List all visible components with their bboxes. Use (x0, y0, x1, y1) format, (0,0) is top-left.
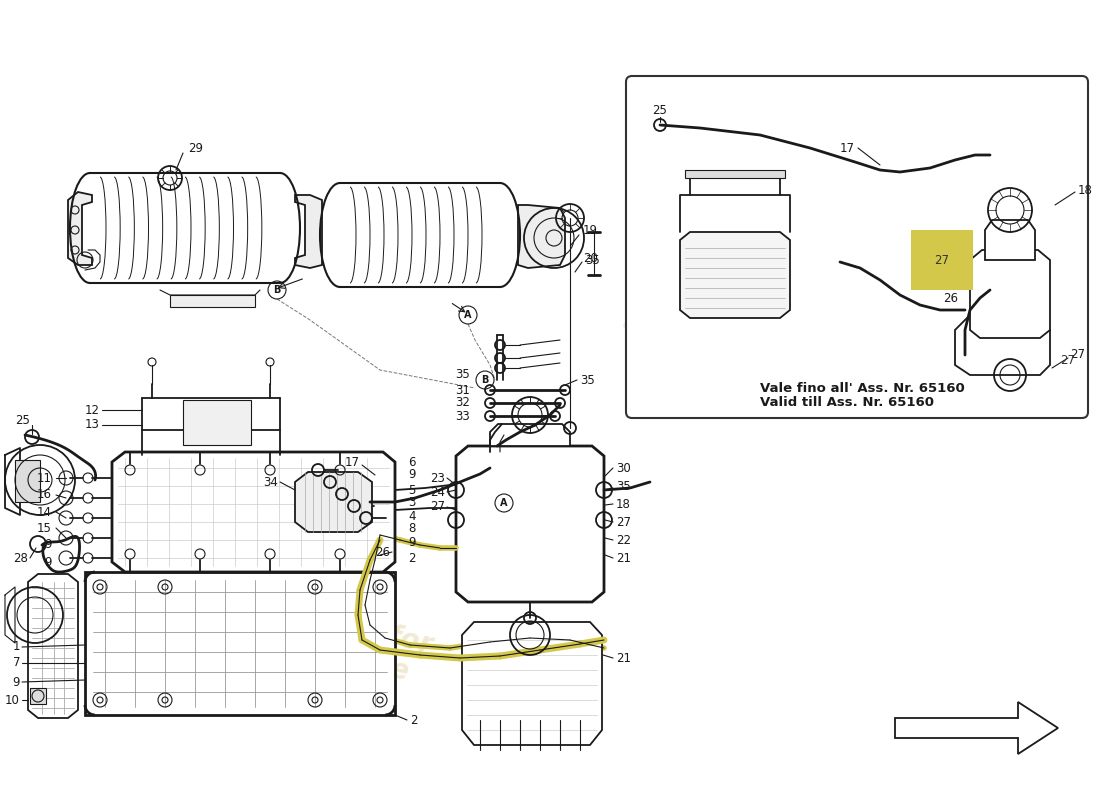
Text: 34: 34 (263, 475, 278, 489)
FancyBboxPatch shape (626, 76, 1088, 418)
Text: 35: 35 (616, 479, 630, 493)
Polygon shape (895, 702, 1058, 754)
Text: 29: 29 (188, 142, 204, 154)
Text: 8: 8 (408, 522, 416, 535)
Polygon shape (295, 472, 372, 532)
Text: 27: 27 (940, 254, 955, 266)
Text: 11: 11 (37, 471, 52, 485)
Polygon shape (490, 424, 570, 446)
Text: 9: 9 (44, 555, 52, 569)
Text: 9: 9 (408, 469, 416, 482)
Text: 9: 9 (44, 538, 52, 551)
Text: 35: 35 (580, 374, 595, 386)
Text: 18: 18 (616, 498, 631, 510)
Text: 27: 27 (935, 254, 949, 266)
Bar (183, 400, 251, 445)
Polygon shape (955, 308, 1050, 375)
Text: 27: 27 (1070, 349, 1085, 362)
Text: 21: 21 (616, 551, 631, 565)
Text: 27: 27 (430, 501, 446, 514)
Text: A: A (500, 498, 508, 508)
Text: 16: 16 (37, 489, 52, 502)
Polygon shape (462, 622, 602, 745)
Text: 17: 17 (345, 455, 360, 469)
Text: 22: 22 (616, 534, 631, 546)
Polygon shape (68, 192, 92, 265)
Text: 5: 5 (408, 483, 416, 497)
Text: 30: 30 (616, 462, 630, 474)
Polygon shape (970, 250, 1050, 338)
Text: A: A (464, 310, 472, 320)
Text: 32: 32 (455, 397, 470, 410)
Text: 6: 6 (408, 455, 416, 469)
Text: 13: 13 (85, 418, 100, 431)
Text: 35: 35 (455, 369, 470, 382)
Bar (30, 688, 46, 704)
Text: 2: 2 (408, 551, 416, 565)
Text: 3: 3 (408, 497, 416, 510)
Text: 1: 1 (12, 641, 20, 654)
Text: 12: 12 (85, 403, 100, 417)
Polygon shape (518, 205, 565, 268)
Text: 4: 4 (408, 510, 416, 522)
Text: Vale fino all' Ass. Nr. 65160: Vale fino all' Ass. Nr. 65160 (760, 382, 965, 394)
Polygon shape (28, 574, 78, 718)
Text: 31: 31 (455, 383, 470, 397)
Polygon shape (984, 220, 1035, 260)
Text: 26: 26 (375, 546, 390, 558)
Text: 27: 27 (1060, 354, 1075, 366)
Text: 35: 35 (585, 254, 600, 266)
Text: 24: 24 (430, 486, 446, 498)
Bar (685, 170, 785, 178)
Polygon shape (112, 452, 395, 572)
Polygon shape (456, 446, 604, 602)
Text: a passion for
exactitude: a passion for exactitude (224, 590, 436, 690)
Bar (170, 295, 255, 307)
Text: 2: 2 (410, 714, 418, 726)
Polygon shape (85, 572, 395, 715)
Text: 26: 26 (943, 291, 958, 305)
Text: B: B (273, 285, 280, 295)
Text: 19: 19 (583, 223, 598, 237)
Text: a passion for
exactitude: a passion for exactitude (616, 312, 784, 388)
Polygon shape (295, 195, 322, 268)
Text: 15: 15 (37, 522, 52, 534)
Text: 27: 27 (616, 515, 631, 529)
Text: 20: 20 (583, 251, 598, 265)
Text: 28: 28 (13, 551, 28, 565)
Text: 25: 25 (652, 103, 668, 117)
Text: 7: 7 (12, 657, 20, 670)
Text: Valid till Ass. Nr. 65160: Valid till Ass. Nr. 65160 (760, 395, 934, 409)
Text: 14: 14 (37, 506, 52, 518)
Text: 23: 23 (430, 471, 446, 485)
Bar (15, 460, 40, 502)
Text: 25: 25 (15, 414, 30, 426)
Text: 18: 18 (1078, 183, 1093, 197)
Text: 17: 17 (840, 142, 855, 154)
Text: 9: 9 (12, 675, 20, 689)
Text: 33: 33 (455, 410, 470, 422)
Text: 21: 21 (616, 651, 631, 665)
Text: B: B (482, 375, 488, 385)
Text: 9: 9 (408, 535, 416, 549)
Polygon shape (680, 232, 790, 318)
Text: 10: 10 (6, 694, 20, 706)
